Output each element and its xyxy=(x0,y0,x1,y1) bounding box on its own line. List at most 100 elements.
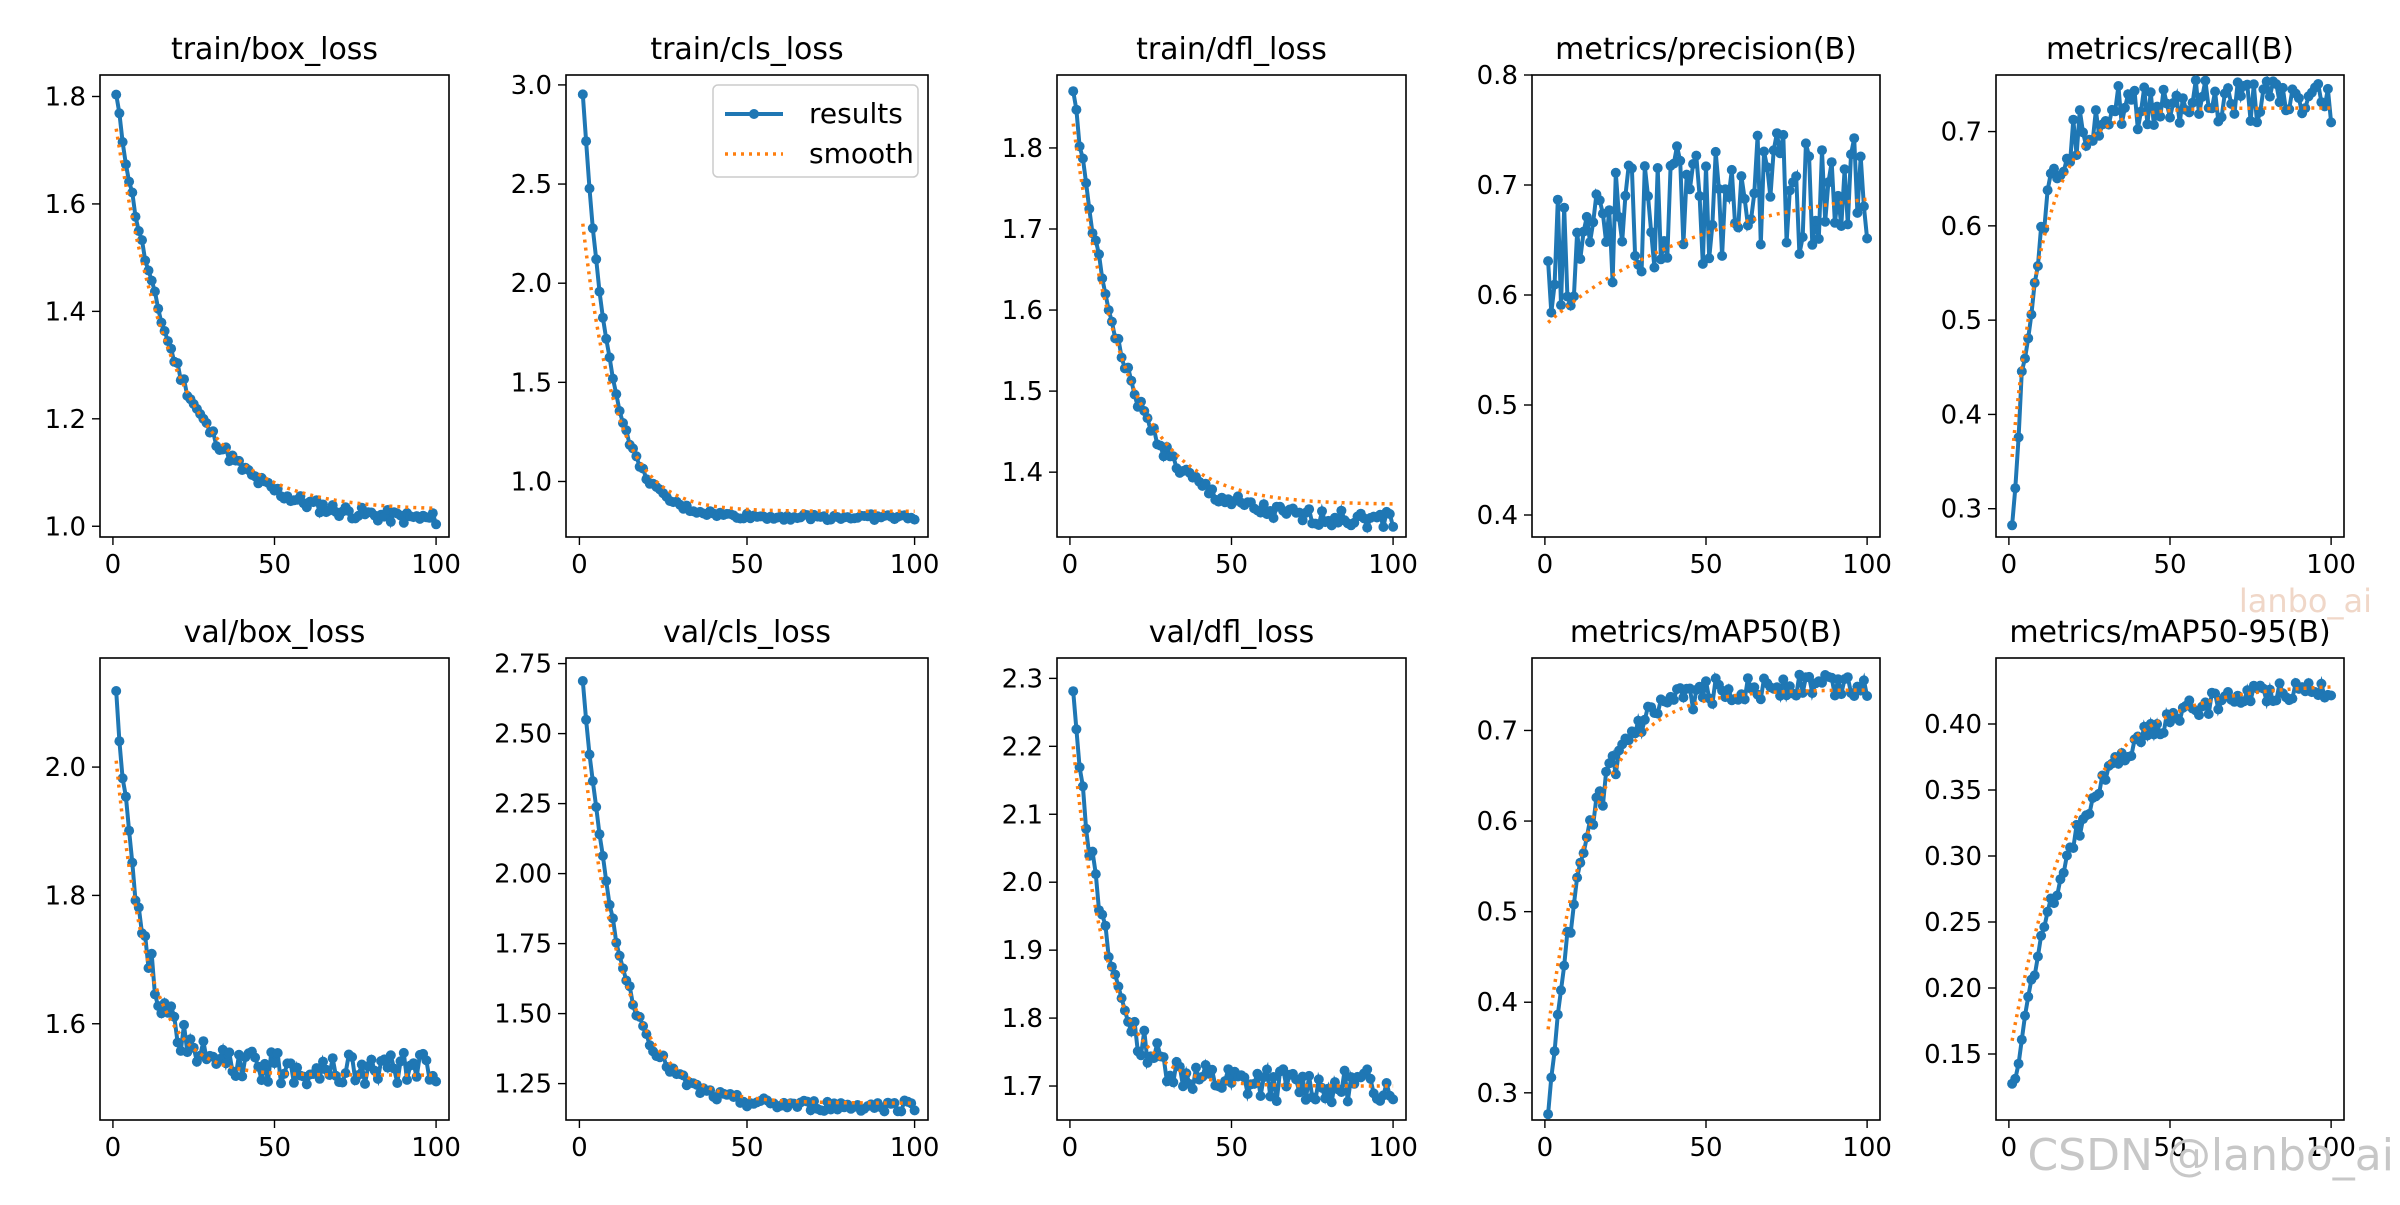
results-point xyxy=(237,1071,248,1082)
results-point xyxy=(288,1077,299,1088)
y-tick-label: 0.5 xyxy=(1477,391,1518,421)
results-point xyxy=(1720,184,1731,195)
results-point xyxy=(1268,1072,1279,1082)
results-point xyxy=(2206,103,2217,114)
results-point xyxy=(2113,81,2124,91)
results-point xyxy=(1081,823,1092,834)
results-point xyxy=(731,1089,742,1100)
results-point xyxy=(1336,505,1347,516)
results-point xyxy=(1646,227,1657,238)
results-point xyxy=(408,1058,419,1069)
series-results-line xyxy=(1546,132,1870,313)
series-smooth-line xyxy=(1546,688,1868,1030)
results-point xyxy=(1336,1087,1347,1097)
results-point xyxy=(185,1034,196,1045)
x-tick-label: 50 xyxy=(1215,550,1248,580)
results-point xyxy=(2303,678,2314,689)
results-point xyxy=(2016,1034,2027,1045)
results-point xyxy=(2158,84,2169,95)
results-point xyxy=(1601,237,1612,247)
results-point xyxy=(1823,177,1834,188)
results-point xyxy=(2287,693,2298,704)
subplot-title: val/box_loss xyxy=(184,615,366,650)
x-tick-label: 0 xyxy=(1062,1133,1079,1163)
results-point xyxy=(2078,127,2088,138)
results-point xyxy=(2190,75,2201,86)
results-point xyxy=(2271,695,2282,706)
results-point xyxy=(1775,148,1786,159)
y-tick-label: 1.8 xyxy=(1002,134,1043,164)
results-point xyxy=(1800,138,1811,149)
x-tick-label: 100 xyxy=(1842,550,1892,580)
y-tick-label: 2.50 xyxy=(494,720,552,750)
results-point xyxy=(2322,83,2333,94)
legend-box xyxy=(712,84,919,178)
results-point xyxy=(1749,188,1760,199)
y-tick-label: 0.25 xyxy=(1924,908,1982,938)
results-point xyxy=(1207,484,1218,495)
results-point xyxy=(587,223,598,234)
results-point xyxy=(2136,737,2146,748)
legend-smooth-label: smooth xyxy=(809,137,914,170)
results-point xyxy=(1255,1091,1266,1101)
x-tick-label: 100 xyxy=(890,550,940,580)
results-point xyxy=(2084,808,2095,819)
results-point xyxy=(224,1047,235,1058)
results-point xyxy=(1081,178,1092,188)
results-point xyxy=(250,1052,261,1063)
subplot-val-cls-loss: val/cls_loss 0 50 100 1.25 1.50 1.75 2.00 2.25 2.… xyxy=(494,615,939,1163)
y-tick-label: 0.20 xyxy=(1924,974,1982,1004)
x-tick-label: 100 xyxy=(1368,1133,1418,1163)
y-tick-label: 1.9 xyxy=(1002,936,1043,966)
results-point xyxy=(2074,830,2085,841)
results-point xyxy=(1546,307,1557,318)
results-point xyxy=(1378,522,1389,532)
results-point xyxy=(2068,843,2079,853)
y-tick-label: 0.6 xyxy=(1941,212,1982,242)
results-point xyxy=(318,1056,328,1067)
results-point xyxy=(1200,478,1211,489)
subplot-train-dfl-loss: train/dfl_loss 0 50 100 1.4 1.5 1.6 1.7 1.8 xyxy=(1002,32,1418,580)
results-point xyxy=(2042,185,2053,196)
results-point xyxy=(2119,102,2130,113)
y-tick-label: 2.0 xyxy=(1002,868,1043,898)
results-point xyxy=(2052,890,2063,901)
results-point xyxy=(1643,191,1653,202)
results-point xyxy=(369,1065,380,1076)
subplot-title: metrics/recall(B) xyxy=(2046,32,2294,67)
results-point xyxy=(360,1078,370,1089)
x-tick-label: 100 xyxy=(411,550,461,580)
series-results-line xyxy=(1071,691,1395,1105)
series-smooth-line xyxy=(2010,106,2332,458)
results-point xyxy=(1313,1074,1324,1085)
results-point xyxy=(1271,1096,1282,1107)
results-point xyxy=(162,336,173,347)
results-point xyxy=(1672,141,1682,152)
results-point xyxy=(1759,146,1769,157)
results-point xyxy=(607,373,618,384)
results-point xyxy=(1258,1072,1269,1083)
subplot-metrics-precision-b-: metrics/precision(B) 0 50 100 0.4 0.5 0.6 0.7 0.… xyxy=(1477,32,1892,580)
results-point xyxy=(1552,194,1563,205)
results-point xyxy=(1755,694,1766,705)
results-point xyxy=(2293,93,2304,104)
results-point xyxy=(1168,451,1179,462)
results-point xyxy=(1791,171,1802,182)
series-smooth-line xyxy=(1071,123,1394,506)
results-point xyxy=(1858,201,1869,212)
results-point xyxy=(1326,1097,1337,1108)
results-point xyxy=(1794,249,1805,259)
results-point xyxy=(641,1029,652,1040)
results-point xyxy=(1617,236,1628,247)
subplot-train-box-loss: train/box_loss 0 50 100 1.0 1.2 1.4 1.6 1.8 xyxy=(45,32,461,580)
y-tick-label: 1.7 xyxy=(1002,1072,1043,1102)
results-point xyxy=(1842,219,1853,230)
series-smooth-line xyxy=(114,760,437,1077)
results-point xyxy=(2016,366,2027,377)
results-point xyxy=(909,1105,920,1116)
results-point xyxy=(1094,249,1104,260)
subplot-val-dfl-loss: val/dfl_loss 0 50 100 1.7 1.8 1.9 2.0 2.1 2.2 2.3 xyxy=(1002,615,1418,1163)
y-tick-label: 0.6 xyxy=(1477,281,1518,311)
subplot-metrics-map50-b-: metrics/mAP50(B) 0 50 100 0.3 0.4 0.5 0.6 0.7 xyxy=(1477,615,1892,1163)
series-smooth-line xyxy=(581,750,915,1105)
